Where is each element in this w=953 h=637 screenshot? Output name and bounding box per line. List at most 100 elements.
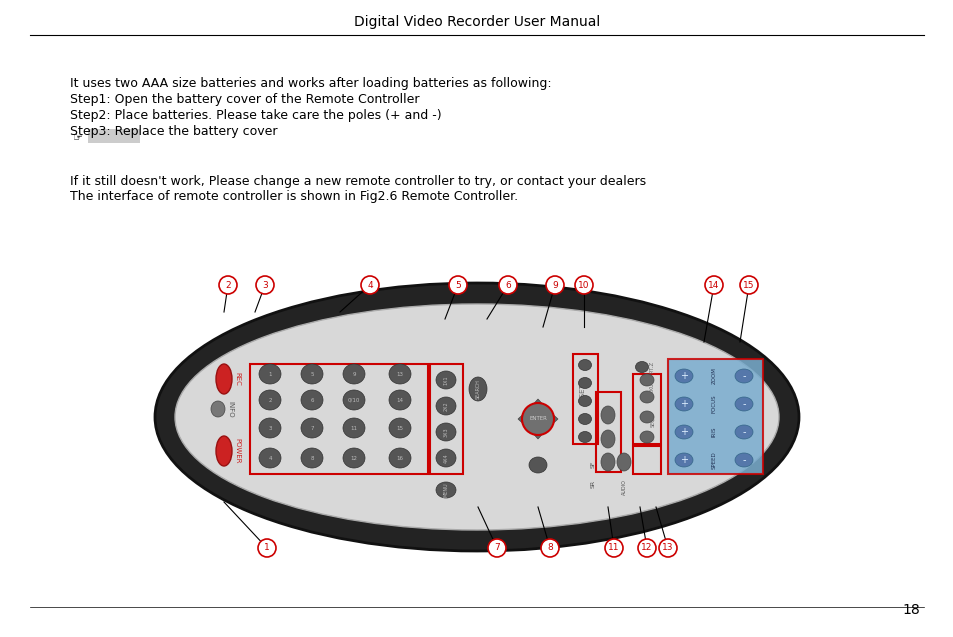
Text: MENU: MENU	[443, 483, 448, 497]
Text: 14: 14	[396, 397, 403, 403]
Ellipse shape	[215, 364, 232, 394]
Text: +: +	[679, 427, 687, 437]
Ellipse shape	[436, 397, 456, 415]
Ellipse shape	[675, 425, 692, 439]
Ellipse shape	[578, 396, 591, 406]
Ellipse shape	[258, 364, 281, 384]
Ellipse shape	[389, 364, 411, 384]
Ellipse shape	[436, 449, 456, 467]
Text: - SET +: - SET +	[579, 376, 585, 402]
Text: SEQ: SEQ	[649, 417, 655, 427]
Text: 11: 11	[608, 543, 619, 552]
Ellipse shape	[389, 448, 411, 468]
Text: Step2: Place batteries. Please take care the poles (+ and -): Step2: Place batteries. Please take care…	[70, 109, 441, 122]
Ellipse shape	[734, 397, 752, 411]
Circle shape	[255, 276, 274, 294]
Bar	[633, 446, 660, 474]
Circle shape	[540, 539, 558, 557]
Bar	[667, 359, 762, 474]
Circle shape	[638, 539, 656, 557]
FancyArrow shape	[529, 399, 546, 411]
Text: 15: 15	[396, 426, 403, 431]
Text: 0/10: 0/10	[348, 397, 360, 403]
Text: ☞: ☞	[73, 133, 83, 143]
Text: INFO: INFO	[227, 401, 233, 417]
Circle shape	[659, 539, 677, 557]
Text: If it still doesn't work, Please change a new remote controller to try, or conta: If it still doesn't work, Please change …	[70, 175, 645, 188]
Ellipse shape	[343, 418, 365, 438]
Ellipse shape	[389, 418, 411, 438]
Text: 3: 3	[262, 280, 268, 289]
Text: +: +	[679, 455, 687, 465]
Circle shape	[449, 276, 467, 294]
Text: P.T.Z: P.T.Z	[649, 361, 655, 373]
Ellipse shape	[436, 482, 456, 498]
Text: 14: 14	[707, 280, 719, 289]
Text: REC: REC	[233, 372, 240, 386]
Ellipse shape	[600, 453, 615, 471]
Circle shape	[360, 276, 378, 294]
Ellipse shape	[301, 448, 323, 468]
Ellipse shape	[734, 453, 752, 467]
Text: Digital Video Recorder User Manual: Digital Video Recorder User Manual	[354, 15, 599, 29]
Circle shape	[740, 276, 758, 294]
Ellipse shape	[639, 391, 654, 403]
Text: 5: 5	[310, 371, 314, 376]
Ellipse shape	[154, 283, 799, 551]
FancyArrow shape	[529, 427, 546, 439]
Text: It uses two AAA size batteries and works after loading batteries as following:: It uses two AAA size batteries and works…	[70, 77, 551, 90]
Ellipse shape	[529, 457, 546, 473]
Text: 6: 6	[310, 397, 314, 403]
Text: 2: 2	[225, 280, 231, 289]
Ellipse shape	[469, 377, 486, 401]
Ellipse shape	[258, 418, 281, 438]
Ellipse shape	[635, 362, 648, 373]
Ellipse shape	[436, 423, 456, 441]
Ellipse shape	[675, 397, 692, 411]
Text: 5: 5	[455, 280, 460, 289]
Ellipse shape	[215, 436, 232, 466]
Bar	[250, 364, 428, 474]
Ellipse shape	[258, 448, 281, 468]
Ellipse shape	[211, 401, 225, 417]
Text: Step3: Replace the battery cover: Step3: Replace the battery cover	[70, 125, 277, 138]
Circle shape	[521, 403, 554, 435]
Text: 16: 16	[396, 455, 403, 461]
Ellipse shape	[389, 390, 411, 410]
FancyArrow shape	[517, 410, 530, 428]
Text: POWER: POWER	[233, 438, 240, 464]
Text: 7: 7	[494, 543, 499, 552]
Text: 1: 1	[268, 371, 272, 376]
Ellipse shape	[578, 359, 591, 371]
Text: 12: 12	[350, 455, 357, 461]
Text: S.F.: S.F.	[603, 432, 608, 442]
Text: 6: 6	[504, 280, 511, 289]
Ellipse shape	[578, 378, 591, 389]
Text: 1: 1	[264, 543, 270, 552]
Circle shape	[704, 276, 722, 294]
Text: 2X2: 2X2	[443, 401, 448, 411]
Ellipse shape	[639, 431, 654, 443]
Ellipse shape	[734, 369, 752, 383]
Circle shape	[575, 276, 593, 294]
Ellipse shape	[639, 374, 654, 386]
Ellipse shape	[578, 431, 591, 443]
Ellipse shape	[301, 364, 323, 384]
Circle shape	[257, 539, 275, 557]
Bar	[430, 364, 462, 474]
Bar	[573, 354, 598, 444]
Text: 11: 11	[350, 426, 357, 431]
Text: SR: SR	[590, 480, 596, 488]
Text: 2: 2	[268, 397, 272, 403]
Text: 8: 8	[310, 455, 314, 461]
Text: SPEED: SPEED	[711, 451, 716, 469]
Text: 3: 3	[268, 426, 272, 431]
Text: 4X4: 4X4	[443, 453, 448, 463]
Text: The interface of remote controller is shown in Fig2.6 Remote Controller.: The interface of remote controller is sh…	[70, 190, 517, 203]
Text: +: +	[679, 399, 687, 409]
Text: ZOOM: ZOOM	[711, 368, 716, 385]
Text: -: -	[741, 371, 745, 381]
Text: 13: 13	[661, 543, 673, 552]
Text: FOCUS: FOCUS	[711, 395, 716, 413]
Ellipse shape	[343, 448, 365, 468]
